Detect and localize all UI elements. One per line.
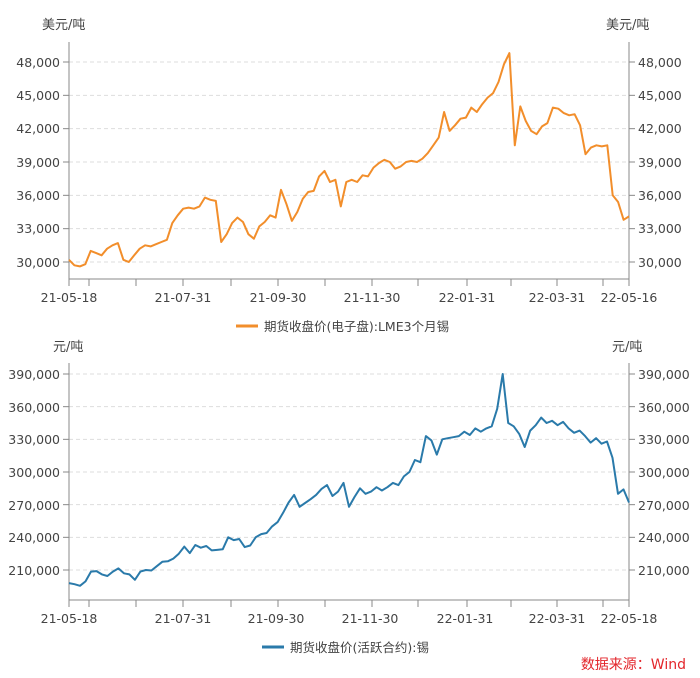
bottom-x-ticks: 21-05-18 21-07-31 21-09-30 21-11-30 22-0… (41, 611, 658, 626)
top-xtick: 21-11-30 (344, 290, 401, 305)
top-right-ytick: 45,000 (638, 88, 682, 103)
bottom-xtick: 21-07-31 (155, 611, 212, 626)
bottom-left-ytick: 390,000 (8, 367, 60, 382)
shfe-tin-chart: 元/吨 元/吨 390,000 360,000 330,000 300,000 … (8, 340, 689, 655)
bottom-right-ytick: 360,000 (638, 400, 690, 415)
bottom-xtick: 21-11-30 (342, 611, 399, 626)
bottom-left-ytick: 210,000 (8, 563, 60, 578)
top-xtick: 22-01-31 (439, 290, 496, 305)
top-left-unit-label: 美元/吨 (42, 18, 85, 33)
top-right-ytick: 36,000 (638, 188, 682, 203)
top-y-ticks: 48,000 45,000 42,000 39,000 36,000 33,00… (16, 55, 682, 270)
bottom-right-ytick: 330,000 (638, 432, 690, 447)
bottom-xtick: 22-05-18 (601, 611, 658, 626)
top-x-ticks: 21-05-18 21-07-31 21-09-30 21-11-30 22-0… (41, 290, 658, 305)
bottom-right-ytick: 240,000 (638, 530, 690, 545)
top-left-ytick: 30,000 (16, 255, 60, 270)
bottom-right-ytick: 270,000 (638, 498, 690, 513)
top-right-ytick: 39,000 (638, 155, 682, 170)
data-source-label: 数据来源：Wind (580, 657, 686, 673)
bottom-gridlines (63, 373, 635, 607)
shfe-tin-price-line (68, 373, 630, 587)
top-right-unit-label: 美元/吨 (606, 18, 649, 33)
top-left-ytick: 33,000 (16, 221, 60, 236)
bottom-left-ytick: 270,000 (8, 498, 60, 513)
lme-tin-chart: 美元/吨 美元/吨 48,000 45,000 42,000 39,000 36… (16, 18, 682, 334)
bottom-right-ytick: 300,000 (638, 465, 690, 480)
top-xtick: 21-09-30 (250, 290, 307, 305)
bottom-right-unit-label: 元/吨 (612, 340, 642, 355)
bottom-right-ytick: 210,000 (638, 563, 690, 578)
lme-tin-price-line (68, 52, 630, 268)
bottom-left-unit-label: 元/吨 (53, 340, 83, 355)
bottom-y-ticks: 390,000 360,000 330,000 300,000 270,000 … (8, 367, 689, 578)
bottom-legend-label: 期货收盘价(活跃合约):锡 (290, 640, 429, 655)
top-xtick: 22-05-16 (601, 290, 658, 305)
bottom-xtick: 22-01-31 (437, 611, 494, 626)
top-left-ytick: 45,000 (16, 88, 60, 103)
top-legend: 期货收盘价(电子盘):LME3个月锡 (236, 319, 449, 334)
top-xtick: 21-05-18 (41, 290, 98, 305)
bottom-left-ytick: 360,000 (8, 400, 60, 415)
bottom-xtick: 22-03-31 (529, 611, 586, 626)
top-left-ytick: 42,000 (16, 121, 60, 136)
top-right-ytick: 42,000 (638, 121, 682, 136)
top-right-ytick: 30,000 (638, 255, 682, 270)
top-gridlines (63, 61, 635, 286)
top-xtick: 21-07-31 (155, 290, 212, 305)
bottom-left-ytick: 330,000 (8, 432, 60, 447)
top-right-ytick: 48,000 (638, 55, 682, 70)
top-left-ytick: 36,000 (16, 188, 60, 203)
top-left-ytick: 39,000 (16, 155, 60, 170)
bottom-left-ytick: 240,000 (8, 530, 60, 545)
bottom-xtick: 21-09-30 (248, 611, 305, 626)
bottom-left-ytick: 300,000 (8, 465, 60, 480)
bottom-legend: 期货收盘价(活跃合约):锡 (262, 640, 429, 655)
top-legend-label: 期货收盘价(电子盘):LME3个月锡 (264, 319, 449, 334)
top-xtick: 22-03-31 (529, 290, 586, 305)
top-right-ytick: 33,000 (638, 221, 682, 236)
bottom-xtick: 21-05-18 (41, 611, 98, 626)
top-left-ytick: 48,000 (16, 55, 60, 70)
bottom-right-ytick: 390,000 (638, 367, 690, 382)
